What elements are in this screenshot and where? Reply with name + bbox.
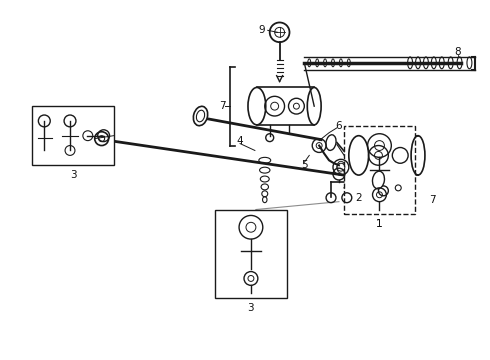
Ellipse shape — [326, 135, 336, 150]
Text: 4: 4 — [237, 136, 244, 145]
Ellipse shape — [372, 171, 385, 189]
Text: 9: 9 — [259, 25, 265, 35]
Text: 5: 5 — [301, 160, 308, 170]
Text: 3: 3 — [70, 170, 76, 180]
Text: 8: 8 — [454, 47, 461, 57]
Text: 1: 1 — [376, 219, 383, 229]
Ellipse shape — [194, 106, 208, 126]
Text: 3: 3 — [247, 303, 254, 313]
Bar — [344, 126, 415, 215]
Text: 6: 6 — [336, 121, 342, 131]
Bar — [215, 210, 287, 298]
Text: 7: 7 — [219, 101, 225, 111]
Text: 1: 1 — [376, 219, 383, 229]
Text: 7: 7 — [430, 195, 436, 205]
Text: 2: 2 — [355, 193, 362, 203]
Bar — [32, 106, 114, 165]
